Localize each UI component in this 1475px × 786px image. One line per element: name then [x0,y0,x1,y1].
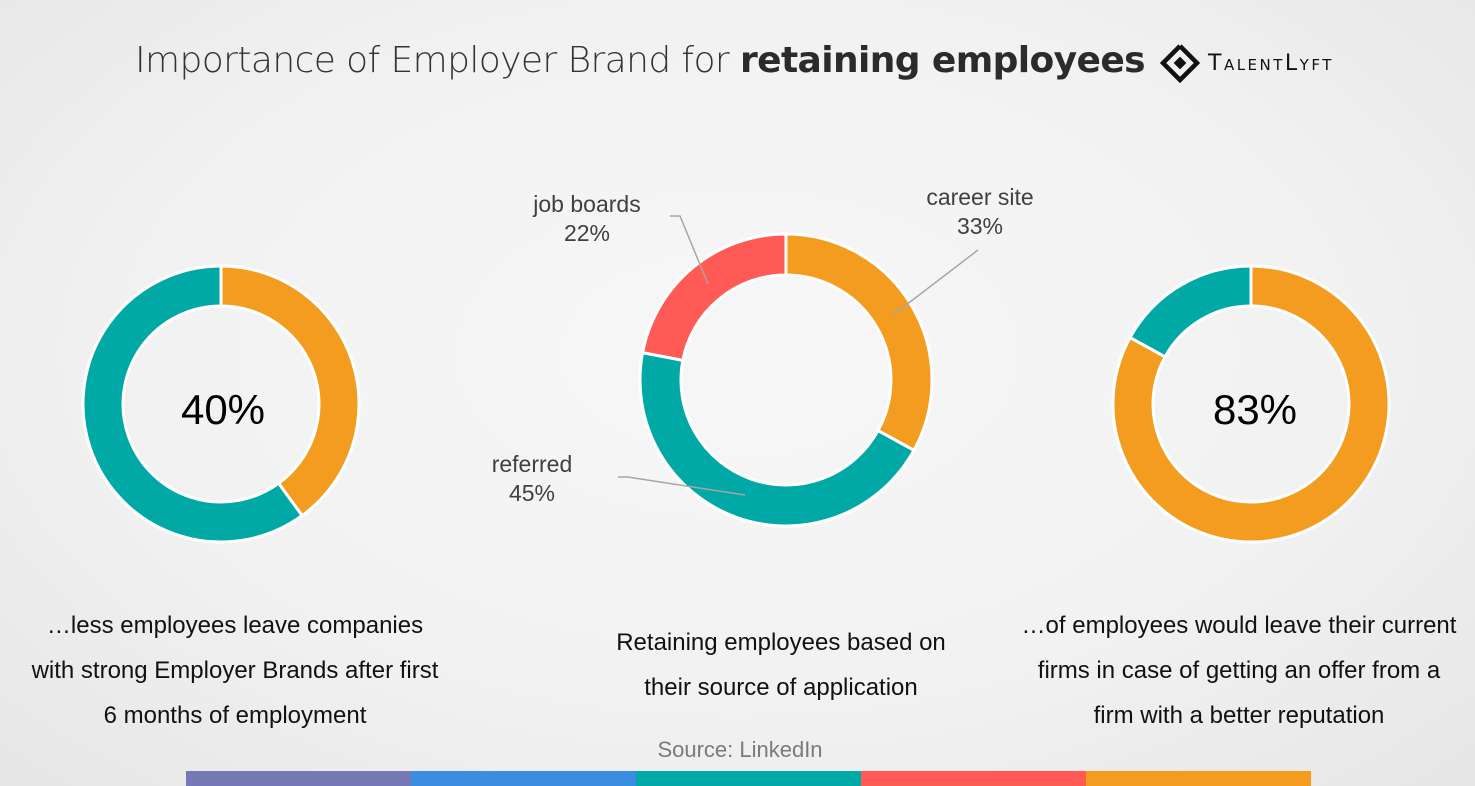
logo-text: TalentLyft [1208,50,1334,76]
color-bar-segment [636,771,861,786]
donut-slice-career-site [784,232,934,453]
title-bold: retaining employees [739,40,1146,81]
donut-slice-highlighted [1111,264,1391,544]
donut-slice-referred [638,350,916,528]
left-caption: …less employees leave companies with str… [31,612,439,729]
diamond-chevron-icon [1160,44,1200,83]
color-bar [186,771,1311,786]
right-center-value: 83% [1212,386,1298,433]
source-text: Source: LinkedIn [657,737,823,762]
talentlyft-logo: TalentLyft [1160,42,1334,84]
donut-chart-right [1111,264,1391,544]
right-caption: …of employees would leave their current … [1021,612,1457,729]
donut-slice-job-boards [640,232,788,363]
color-bar-segment [186,771,411,786]
label-referred: referred 45% [491,451,573,506]
donut-slice-highlighted [219,264,361,518]
left-center-value: 40% [180,386,266,433]
title-regular: Importance of Employer Brand for [135,40,740,81]
page-title: Importance of Employer Brand for retaini… [0,40,1280,81]
donut-chart-middle [638,232,934,528]
donut-slice-remainder [1128,264,1253,359]
color-bar-segment [1086,771,1311,786]
color-bar-segment [861,771,1086,786]
donut-slice-remainder [81,264,305,544]
label-job-boards: job boards 22% [533,191,641,246]
middle-caption: Retaining employees based on their sourc… [616,629,946,701]
color-bar-segment [411,771,636,786]
donut-chart-left [81,264,361,544]
label-career-site: career site 33% [926,184,1034,239]
